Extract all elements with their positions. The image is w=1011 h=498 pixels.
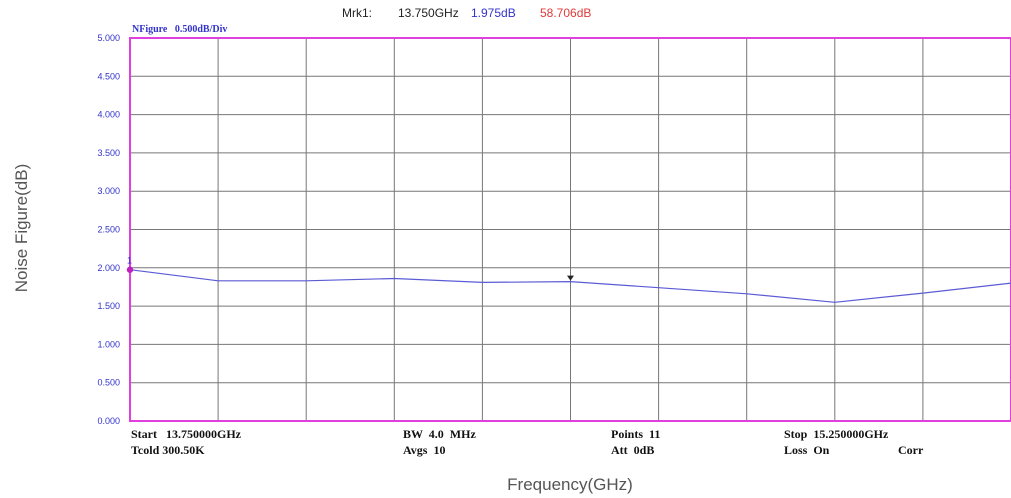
marker-gain: 58.706dB <box>540 6 591 20</box>
y-tick-label: 2.000 <box>97 263 120 273</box>
y-tick-label: 3.500 <box>97 148 120 158</box>
plot-frame <box>129 37 1011 422</box>
grid <box>130 38 1011 421</box>
marker-arrow <box>567 275 574 281</box>
marker-noise-figure: 1.975dB <box>471 6 516 20</box>
info-block: Start 13.750000GHz Tcold 300.50K BW 4.0 … <box>131 427 924 457</box>
info-loss: Loss On <box>784 443 830 457</box>
y-tick-label: 5.000 <box>97 33 120 43</box>
marker-frequency: 13.750GHz <box>398 6 459 20</box>
y-tick-labels: 0.000 0.500 1.000 1.500 2.000 2.500 3.000 3.500… <box>97 33 120 426</box>
marker-1-number: 1 <box>127 256 132 266</box>
scale-label: NFigure 0.500dB/Div <box>132 24 227 35</box>
x-axis-label: Frequency(GHz) <box>507 475 633 494</box>
markers: 1 <box>126 256 574 281</box>
info-points: Points 11 <box>611 427 660 441</box>
info-start: Start 13.750000GHz <box>131 427 242 441</box>
info-avgs: Avgs 10 <box>403 443 445 457</box>
y-tick-label: 0.000 <box>97 416 120 426</box>
y-tick-label: 0.500 <box>97 378 120 388</box>
y-tick-label: 2.500 <box>97 225 120 235</box>
info-att: Att 0dB <box>611 443 654 457</box>
y-tick-label: 1.500 <box>97 301 120 311</box>
y-tick-label: 4.500 <box>97 71 120 81</box>
info-corr: Corr <box>898 443 924 457</box>
y-axis-label: Noise Figure(dB) <box>12 164 31 293</box>
y-tick-label: 1.000 <box>97 339 120 349</box>
y-tick-label: 4.000 <box>97 110 120 120</box>
marker-1-dot <box>126 266 134 273</box>
info-tcold: Tcold 300.50K <box>131 443 205 457</box>
noise-figure-trace <box>129 269 1011 303</box>
info-stop: Stop 15.250000GHz <box>784 427 889 441</box>
marker-label: Mrk1: <box>342 6 372 20</box>
y-tick-label: 3.000 <box>97 186 120 196</box>
info-bw: BW 4.0 MHz <box>403 427 476 441</box>
